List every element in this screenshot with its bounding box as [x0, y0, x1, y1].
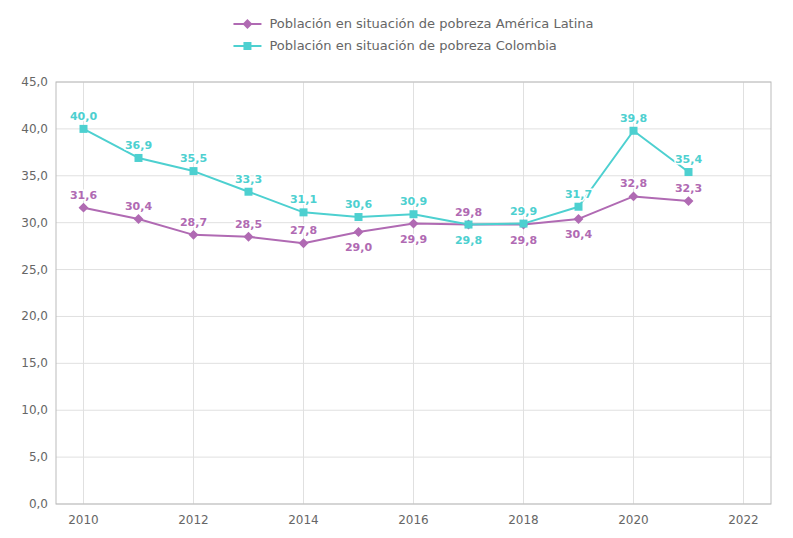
- data-label: 29,0: [345, 241, 372, 254]
- data-label: 30,9: [400, 195, 427, 208]
- x-grid-line: [193, 82, 194, 504]
- data-label: 29,9: [400, 233, 427, 246]
- y-tick-label: 10,0: [21, 403, 48, 417]
- y-tick-label: 15,0: [21, 356, 48, 370]
- point: [134, 214, 144, 224]
- point: [520, 220, 528, 228]
- point: [685, 168, 693, 176]
- series-group: [79, 125, 694, 248]
- x-tick-label: 2010: [68, 513, 99, 527]
- legend-item: Población en situación de pobreza Améric…: [233, 16, 593, 31]
- point: [465, 221, 473, 229]
- grid: [56, 82, 771, 504]
- point: [409, 219, 419, 229]
- legend: Población en situación de pobreza Améric…: [233, 16, 593, 53]
- y-tick-label: 45,0: [21, 75, 48, 89]
- x-grid-line: [743, 82, 744, 504]
- point: [464, 220, 474, 230]
- series-line: [84, 129, 689, 225]
- data-label: 28,7: [180, 216, 207, 229]
- data-label: 35,5: [180, 152, 207, 165]
- point: [410, 210, 418, 218]
- data-label: 36,9: [125, 139, 152, 152]
- data-label: 30,4: [565, 228, 592, 241]
- x-tick-label: 2022: [728, 513, 759, 527]
- axes: 0,0 5,0 10,0 15,0 20,0 25,0 30,0 35,0 40,0 45,0 20…: [21, 75, 771, 527]
- y-tick-label: 5,0: [29, 450, 48, 464]
- legend-label: Población en situación de pobreza Colomb…: [269, 38, 556, 53]
- point: [574, 214, 584, 224]
- data-label: 39,8: [620, 112, 647, 125]
- data-label: 32,8: [620, 177, 647, 190]
- point: [300, 208, 308, 216]
- point: [79, 203, 89, 213]
- series-line: [84, 196, 689, 243]
- plot-frame: [56, 82, 771, 504]
- point: [135, 154, 143, 162]
- data-label: 40,0: [70, 110, 97, 123]
- data-label: 29,9: [510, 205, 537, 218]
- y-tick-label: 40,0: [21, 122, 48, 136]
- data-label: 31,6: [70, 189, 97, 202]
- data-label: 29,8: [455, 206, 482, 219]
- data-labels: 31,6 30,4 28,7 28,5 27,8 29,0 29,9 29,8 29,8 30,4…: [70, 110, 702, 254]
- x-grid-line: [83, 82, 84, 504]
- x-tick-label: 2018: [508, 513, 539, 527]
- point: [629, 191, 639, 201]
- point: [354, 227, 364, 237]
- y-tick-label: 35,0: [21, 169, 48, 183]
- point: [355, 213, 363, 221]
- point: [245, 188, 253, 196]
- data-label: 29,8: [510, 234, 537, 247]
- y-tick-label: 0,0: [29, 497, 48, 511]
- x-tick-label: 2012: [178, 513, 209, 527]
- data-label: 32,3: [675, 182, 702, 195]
- data-label: 31,7: [565, 188, 592, 201]
- y-tick-label: 30,0: [21, 216, 48, 230]
- point: [80, 125, 88, 133]
- legend-marker: [242, 19, 252, 29]
- data-label: 31,1: [290, 193, 317, 206]
- data-label: 30,6: [345, 198, 372, 211]
- y-tick-label: 20,0: [21, 309, 48, 323]
- data-label: 27,8: [290, 224, 317, 237]
- y-tick-label: 25,0: [21, 263, 48, 277]
- data-label: 30,4: [125, 200, 152, 213]
- point: [299, 238, 309, 248]
- point: [575, 203, 583, 211]
- chart: 0,0 5,0 10,0 15,0 20,0 25,0 30,0 35,0 40,0 45,0 20…: [0, 0, 793, 538]
- data-label: 28,5: [235, 218, 262, 231]
- x-tick-label: 2016: [398, 513, 429, 527]
- data-label: 33,3: [235, 173, 262, 186]
- data-label: 35,4: [675, 153, 702, 166]
- point: [519, 220, 529, 230]
- point: [190, 167, 198, 175]
- x-grid-line: [413, 82, 414, 504]
- data-label: 29,8: [455, 234, 482, 247]
- legend-marker: [243, 42, 251, 50]
- x-tick-label: 2020: [618, 513, 649, 527]
- x-grid-line: [523, 82, 524, 504]
- point: [244, 232, 254, 242]
- x-tick-label: 2014: [288, 513, 319, 527]
- point: [684, 196, 694, 206]
- x-grid-line: [303, 82, 304, 504]
- legend-item: Población en situación de pobreza Colomb…: [233, 38, 556, 53]
- x-grid-line: [633, 82, 634, 504]
- legend-label: Población en situación de pobreza Améric…: [269, 16, 593, 31]
- point: [630, 127, 638, 135]
- point: [189, 230, 199, 240]
